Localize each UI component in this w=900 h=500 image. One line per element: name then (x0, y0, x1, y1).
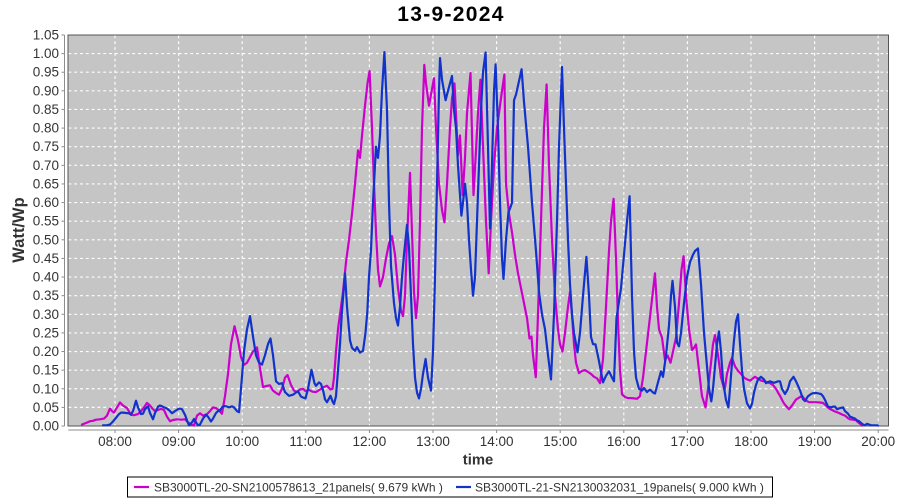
svg-text:0.00: 0.00 (33, 419, 59, 434)
svg-text:09:00: 09:00 (162, 434, 196, 449)
svg-text:SB3000TL-20-SN2100578613_21pan: SB3000TL-20-SN2100578613_21panels( 9.679… (154, 481, 443, 495)
svg-text:0.80: 0.80 (33, 121, 59, 136)
svg-text:0.55: 0.55 (33, 214, 59, 229)
svg-text:0.25: 0.25 (33, 325, 59, 340)
svg-text:0.45: 0.45 (33, 251, 59, 266)
svg-text:0.05: 0.05 (33, 400, 59, 415)
svg-text:10:00: 10:00 (225, 434, 259, 449)
svg-text:12:00: 12:00 (353, 434, 387, 449)
svg-text:0.75: 0.75 (33, 139, 59, 154)
svg-text:0.70: 0.70 (33, 158, 59, 173)
svg-text:14:00: 14:00 (480, 434, 514, 449)
svg-text:1.00: 1.00 (33, 46, 59, 61)
svg-text:19:00: 19:00 (798, 434, 832, 449)
svg-text:0.65: 0.65 (33, 176, 59, 191)
svg-text:13-9-2024: 13-9-2024 (397, 3, 504, 26)
svg-text:0.30: 0.30 (33, 307, 59, 322)
svg-text:16:00: 16:00 (607, 434, 641, 449)
svg-text:15:00: 15:00 (543, 434, 577, 449)
svg-text:11:00: 11:00 (289, 434, 322, 449)
svg-text:0.20: 0.20 (33, 344, 59, 359)
svg-text:0.40: 0.40 (33, 270, 59, 285)
svg-text:0.10: 0.10 (33, 381, 59, 396)
svg-text:0.90: 0.90 (33, 83, 59, 98)
svg-text:13:00: 13:00 (416, 434, 450, 449)
svg-text:0.15: 0.15 (33, 363, 59, 378)
svg-text:0.95: 0.95 (33, 65, 59, 80)
svg-text:Watt/Wp: Watt/Wp (10, 197, 28, 262)
svg-text:SB3000TL-21-SN2130032031_19pan: SB3000TL-21-SN2130032031_19panels( 9.000… (475, 481, 764, 495)
svg-text:0.60: 0.60 (33, 195, 59, 210)
svg-text:17:00: 17:00 (671, 434, 705, 449)
svg-text:18:00: 18:00 (734, 434, 768, 449)
svg-text:0.35: 0.35 (33, 288, 59, 303)
svg-text:0.50: 0.50 (33, 232, 59, 247)
svg-text:08:00: 08:00 (98, 434, 132, 449)
svg-text:time: time (463, 453, 493, 469)
svg-text:1.05: 1.05 (33, 27, 59, 42)
svg-text:20:00: 20:00 (861, 434, 895, 449)
svg-text:0.85: 0.85 (33, 102, 59, 117)
